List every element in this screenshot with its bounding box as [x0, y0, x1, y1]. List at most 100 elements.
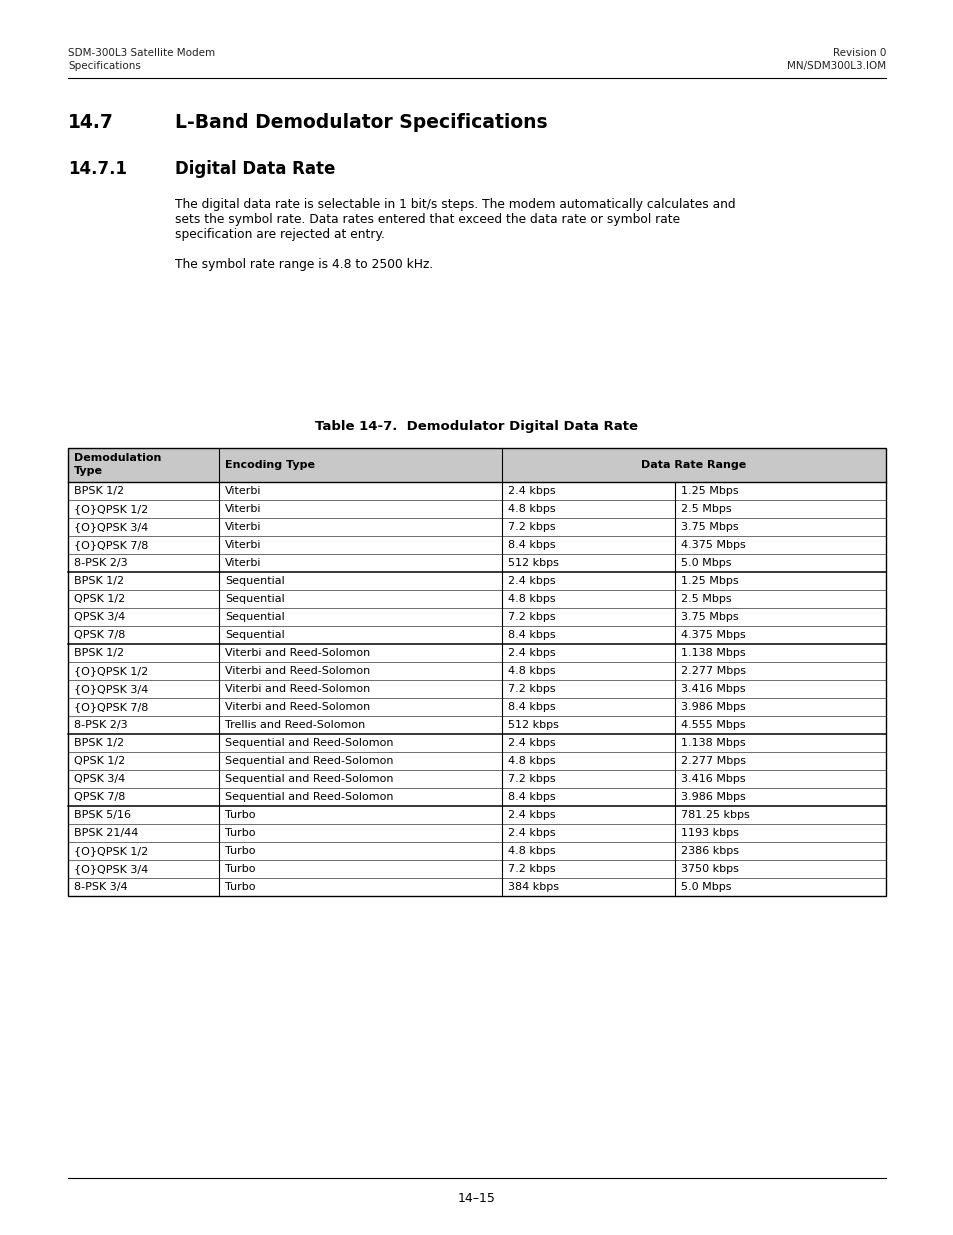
Text: 2.5 Mbps: 2.5 Mbps: [679, 504, 730, 514]
Text: 3.75 Mbps: 3.75 Mbps: [679, 522, 738, 532]
Text: 1193 kbps: 1193 kbps: [679, 827, 738, 839]
Text: 2.277 Mbps: 2.277 Mbps: [679, 756, 744, 766]
Text: 2.4 kbps: 2.4 kbps: [507, 487, 555, 496]
Text: Data Rate Range: Data Rate Range: [640, 459, 745, 471]
Text: 3.986 Mbps: 3.986 Mbps: [679, 792, 744, 802]
Text: 7.2 kbps: 7.2 kbps: [507, 864, 555, 874]
Text: {O}QPSK 1/2: {O}QPSK 1/2: [74, 504, 148, 514]
Text: 1.25 Mbps: 1.25 Mbps: [679, 576, 738, 585]
Text: BPSK 1/2: BPSK 1/2: [74, 487, 124, 496]
Text: 2.4 kbps: 2.4 kbps: [507, 576, 555, 585]
Text: Viterbi: Viterbi: [225, 522, 261, 532]
Text: 8.4 kbps: 8.4 kbps: [507, 792, 555, 802]
Text: 14–15: 14–15: [457, 1192, 496, 1205]
Text: 7.2 kbps: 7.2 kbps: [507, 613, 555, 622]
Text: 5.0 Mbps: 5.0 Mbps: [679, 882, 730, 892]
Text: Sequential: Sequential: [225, 630, 285, 640]
Text: 512 kbps: 512 kbps: [507, 720, 558, 730]
Text: 8-PSK 3/4: 8-PSK 3/4: [74, 882, 128, 892]
Text: Sequential and Reed-Solomon: Sequential and Reed-Solomon: [225, 792, 394, 802]
Text: 8.4 kbps: 8.4 kbps: [507, 540, 555, 550]
Text: 7.2 kbps: 7.2 kbps: [507, 774, 555, 784]
Text: QPSK 7/8: QPSK 7/8: [74, 630, 125, 640]
Text: 1.25 Mbps: 1.25 Mbps: [679, 487, 738, 496]
Text: Sequential and Reed-Solomon: Sequential and Reed-Solomon: [225, 756, 394, 766]
Text: The symbol rate range is 4.8 to 2500 kHz.: The symbol rate range is 4.8 to 2500 kHz…: [174, 258, 433, 270]
Text: Viterbi: Viterbi: [225, 487, 261, 496]
Text: SDM-300L3 Satellite Modem: SDM-300L3 Satellite Modem: [68, 48, 214, 58]
Text: Revision 0: Revision 0: [832, 48, 885, 58]
Text: 5.0 Mbps: 5.0 Mbps: [679, 558, 730, 568]
Text: specification are rejected at entry.: specification are rejected at entry.: [174, 228, 384, 241]
Text: {O}QPSK 3/4: {O}QPSK 3/4: [74, 684, 148, 694]
Text: Turbo: Turbo: [225, 864, 255, 874]
Text: 7.2 kbps: 7.2 kbps: [507, 522, 555, 532]
Text: 4.375 Mbps: 4.375 Mbps: [679, 540, 744, 550]
Text: 2.4 kbps: 2.4 kbps: [507, 739, 555, 748]
Text: 8-PSK 2/3: 8-PSK 2/3: [74, 720, 128, 730]
Text: QPSK 3/4: QPSK 3/4: [74, 774, 125, 784]
Text: {O}QPSK 1/2: {O}QPSK 1/2: [74, 666, 148, 676]
Text: 3.986 Mbps: 3.986 Mbps: [679, 701, 744, 713]
Text: Specifications: Specifications: [68, 61, 141, 70]
Bar: [68, 448, 885, 897]
Text: {O}QPSK 1/2: {O}QPSK 1/2: [74, 846, 148, 856]
Text: BPSK 21/44: BPSK 21/44: [74, 827, 138, 839]
Text: 3750 kbps: 3750 kbps: [679, 864, 738, 874]
Text: 14.7: 14.7: [68, 112, 113, 132]
Text: {O}QPSK 3/4: {O}QPSK 3/4: [74, 864, 148, 874]
Text: 4.375 Mbps: 4.375 Mbps: [679, 630, 744, 640]
Text: L-Band Demodulator Specifications: L-Band Demodulator Specifications: [174, 112, 547, 132]
Text: {O}QPSK 7/8: {O}QPSK 7/8: [74, 701, 149, 713]
Text: MN/SDM300L3.IOM: MN/SDM300L3.IOM: [786, 61, 885, 70]
Text: Turbo: Turbo: [225, 810, 255, 820]
Text: The digital data rate is selectable in 1 bit/s steps. The modem automatically ca: The digital data rate is selectable in 1…: [174, 198, 735, 211]
Text: Viterbi: Viterbi: [225, 558, 261, 568]
Text: 3.416 Mbps: 3.416 Mbps: [679, 774, 744, 784]
Text: 2.4 kbps: 2.4 kbps: [507, 827, 555, 839]
Text: 1.138 Mbps: 1.138 Mbps: [679, 739, 744, 748]
Text: QPSK 1/2: QPSK 1/2: [74, 756, 125, 766]
Text: Sequential: Sequential: [225, 576, 285, 585]
Text: 2386 kbps: 2386 kbps: [679, 846, 738, 856]
Text: 1.138 Mbps: 1.138 Mbps: [679, 648, 744, 658]
Text: BPSK 1/2: BPSK 1/2: [74, 576, 124, 585]
Text: 2.4 kbps: 2.4 kbps: [507, 810, 555, 820]
Text: 2.4 kbps: 2.4 kbps: [507, 648, 555, 658]
Text: Demodulation
Type: Demodulation Type: [74, 453, 161, 477]
Text: Sequential and Reed-Solomon: Sequential and Reed-Solomon: [225, 739, 394, 748]
Text: Turbo: Turbo: [225, 827, 255, 839]
Text: 14.7.1: 14.7.1: [68, 161, 127, 178]
Text: 4.8 kbps: 4.8 kbps: [507, 504, 555, 514]
Text: Trellis and Reed-Solomon: Trellis and Reed-Solomon: [225, 720, 365, 730]
Text: 8.4 kbps: 8.4 kbps: [507, 630, 555, 640]
Text: sets the symbol rate. Data rates entered that exceed the data rate or symbol rat: sets the symbol rate. Data rates entered…: [174, 212, 679, 226]
Text: 4.555 Mbps: 4.555 Mbps: [679, 720, 744, 730]
Text: Turbo: Turbo: [225, 882, 255, 892]
Text: Digital Data Rate: Digital Data Rate: [174, 161, 335, 178]
Text: 8.4 kbps: 8.4 kbps: [507, 701, 555, 713]
Text: 3.75 Mbps: 3.75 Mbps: [679, 613, 738, 622]
Text: Table 14-7.  Demodulator Digital Data Rate: Table 14-7. Demodulator Digital Data Rat…: [315, 420, 638, 433]
Text: 2.5 Mbps: 2.5 Mbps: [679, 594, 730, 604]
Text: 4.8 kbps: 4.8 kbps: [507, 846, 555, 856]
Text: {O}QPSK 7/8: {O}QPSK 7/8: [74, 540, 149, 550]
Text: Turbo: Turbo: [225, 846, 255, 856]
Text: Sequential: Sequential: [225, 594, 285, 604]
Text: Viterbi: Viterbi: [225, 540, 261, 550]
Text: BPSK 5/16: BPSK 5/16: [74, 810, 131, 820]
Text: 8-PSK 2/3: 8-PSK 2/3: [74, 558, 128, 568]
Text: 512 kbps: 512 kbps: [507, 558, 558, 568]
Text: 4.8 kbps: 4.8 kbps: [507, 666, 555, 676]
Text: 2.277 Mbps: 2.277 Mbps: [679, 666, 744, 676]
Text: QPSK 1/2: QPSK 1/2: [74, 594, 125, 604]
Text: QPSK 7/8: QPSK 7/8: [74, 792, 125, 802]
Text: Viterbi and Reed-Solomon: Viterbi and Reed-Solomon: [225, 684, 370, 694]
Text: 3.416 Mbps: 3.416 Mbps: [679, 684, 744, 694]
Text: Sequential and Reed-Solomon: Sequential and Reed-Solomon: [225, 774, 394, 784]
Text: 384 kbps: 384 kbps: [507, 882, 558, 892]
Text: QPSK 3/4: QPSK 3/4: [74, 613, 125, 622]
Text: Encoding Type: Encoding Type: [225, 459, 315, 471]
Text: 7.2 kbps: 7.2 kbps: [507, 684, 555, 694]
Text: 4.8 kbps: 4.8 kbps: [507, 756, 555, 766]
